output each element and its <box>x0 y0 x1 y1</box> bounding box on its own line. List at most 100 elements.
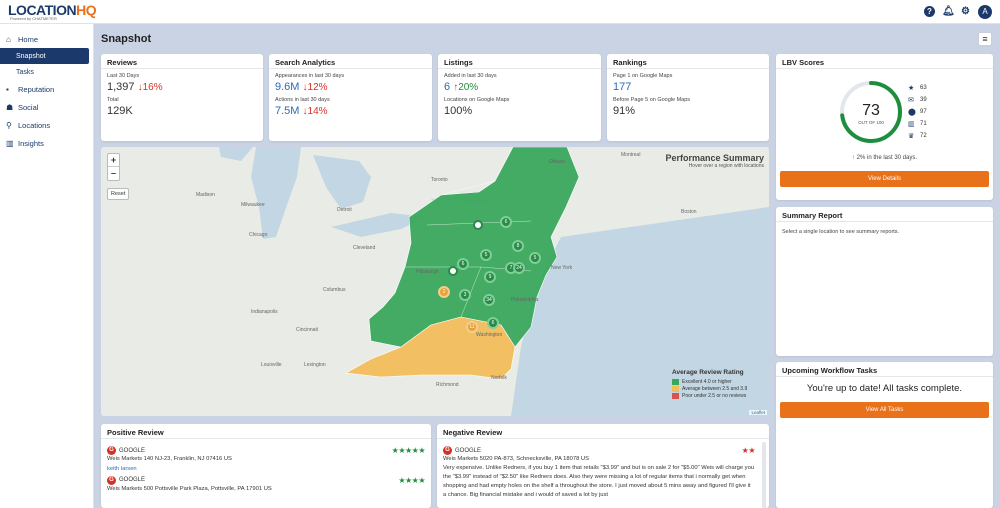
zoom-control: + – <box>107 153 120 181</box>
map-location-cluster[interactable]: 6 <box>500 216 512 228</box>
gear-icon[interactable]: ⚙ <box>961 6 970 17</box>
sidebar-item-label: Reputation <box>18 84 55 94</box>
view-all-tasks-button[interactable]: View All Tasks <box>780 402 989 418</box>
map-location-cluster[interactable]: 24 <box>513 262 525 274</box>
review-author[interactable]: keith larsen <box>107 465 137 472</box>
card-title: LBV Scores <box>776 54 993 69</box>
review-source: GOOGLE <box>119 477 146 484</box>
arrow-down-icon: ↓ <box>137 82 143 93</box>
arrow-down-icon: ↓ <box>302 106 308 117</box>
help-icon[interactable]: ? <box>924 6 935 17</box>
chat-icon: ✉ <box>908 97 914 104</box>
metric-value: 9.6M ↓12% <box>275 81 328 93</box>
sidebar-item-label: Social <box>18 102 39 112</box>
map-selected-marker[interactable] <box>448 266 458 276</box>
map-location-cluster[interactable]: 5 <box>529 252 541 264</box>
logo-text: LOCATION <box>8 1 77 18</box>
map-place-label: Norfolk <box>491 375 507 381</box>
lbv-stat: ⬤ 97 <box>908 109 927 116</box>
map-place-label: Philadelphia <box>511 297 539 303</box>
map-location-cluster[interactable]: 11 <box>466 321 478 333</box>
menu-button[interactable]: ≡ <box>978 32 992 46</box>
lbv-stat: ▥ 71 <box>908 121 927 128</box>
legend-item: Average between 2.5 and 3.9 <box>672 385 747 392</box>
map-subtitle: Hover over a region with locations <box>688 163 764 169</box>
zoom-out-button[interactable]: – <box>110 168 116 178</box>
legend-item: Excellent 4.0 or higher <box>672 378 747 385</box>
sidebar-item-label: Home <box>18 34 39 44</box>
legend-title: Average Review Rating <box>672 369 744 376</box>
metric-change: 16% <box>142 82 163 93</box>
sidebar-item-locations[interactable]: ⚲ Locations <box>0 116 93 134</box>
card-title: Upcoming Workflow Tasks <box>776 362 993 377</box>
map-place-label: Columbus <box>323 287 346 293</box>
map-place-label: Madison <box>196 192 215 198</box>
ocean <box>511 207 769 416</box>
map-location-cluster[interactable]: 3 <box>459 289 471 301</box>
map-location-cluster[interactable]: 5 <box>480 249 492 261</box>
review-source: GOOGLE <box>455 447 482 454</box>
avatar[interactable]: A <box>978 4 992 19</box>
map-location-cluster[interactable]: 9 <box>484 271 496 283</box>
metric-value: 100% <box>444 105 473 117</box>
map-location-cluster[interactable]: 34 <box>483 294 495 306</box>
arrow-up-icon: ↑ <box>453 82 459 93</box>
rankings-card: Rankings Page 1 on Google Maps 177 Befor… <box>607 54 769 141</box>
logo-text-accent: HQ <box>76 1 97 18</box>
sidebar-item-tasks[interactable]: Tasks <box>16 68 34 76</box>
metric-label: Locations on Google Maps <box>444 97 510 103</box>
reset-button[interactable]: Reset <box>107 188 130 200</box>
sidebar-item-label: Insights <box>18 138 44 148</box>
lake-michigan <box>251 147 301 239</box>
lake-huron <box>313 155 371 209</box>
sidebar-item-social[interactable]: ☗ Social <box>0 98 93 116</box>
hamburger-icon: ≡ <box>982 34 988 44</box>
map-place-label: Chicago <box>249 232 268 238</box>
metric-value: 177 <box>613 81 632 93</box>
metric-label: Added in last 30 days <box>444 73 497 79</box>
card-title: Rankings <box>607 54 769 69</box>
rating-stars: ★★ <box>741 446 756 455</box>
map-location-cluster[interactable]: 6 <box>487 317 499 329</box>
metric-label: Last 30 Days <box>107 73 140 79</box>
card-title: Negative Review <box>437 424 769 439</box>
review-text: Very expensive. Unlike Redners, if you b… <box>443 464 755 498</box>
card-title: Reviews <box>101 54 263 69</box>
legend-swatch <box>672 378 679 385</box>
logo[interactable]: LOCATIONHQ Powered by CHATMETER <box>8 1 97 21</box>
chat-icon: ▪ <box>6 84 9 94</box>
sidebar-item-insights[interactable]: ▥ Insights <box>0 134 93 152</box>
zoom-in-button[interactable]: + <box>108 154 119 167</box>
map-location-cluster[interactable]: 6 <box>457 258 469 270</box>
map-place-label: Pittsburgh <box>416 269 439 275</box>
view-details-button[interactable]: View Details <box>780 171 989 187</box>
sidebar-item-snapshot[interactable]: Snapshot <box>0 48 89 64</box>
metric-change: 12% <box>307 82 328 93</box>
map-selected-marker[interactable] <box>473 220 483 230</box>
gauge-fill <box>840 81 902 143</box>
map-place-label: Cleveland <box>353 245 376 251</box>
performance-map[interactable]: Madison Milwaukee Chicago Detroit Toronto Cle… <box>101 147 769 416</box>
lbv-stat: ✉ 39 <box>908 97 927 104</box>
summary-report-card: Summary Report Select a single location … <box>776 207 993 356</box>
sidebar-item-home[interactable]: ⌂ Home <box>0 30 93 48</box>
lbv-stat: ★ 63 <box>908 85 927 92</box>
lake-superior <box>219 147 253 161</box>
map-location-cluster[interactable]: 8 <box>512 240 524 252</box>
lbv-stats: ★ 63 ✉ 39 ⬤ 97 ▥ 71 ♛ 72 <box>908 82 927 142</box>
map-location-cluster[interactable]: 2 <box>438 286 450 298</box>
sidebar-item-reputation[interactable]: ▪ Reputation <box>0 80 93 98</box>
sidebar-item-label: Locations <box>18 120 51 130</box>
map-place-label: Cincinnati <box>296 327 318 333</box>
star-icon: ★ <box>908 85 915 92</box>
home-icon: ⌂ <box>6 34 11 44</box>
legend-swatch <box>672 392 679 399</box>
arrow-up-icon: ↑ <box>851 155 855 161</box>
workflow-tasks-card: Upcoming Workflow Tasks You're up to dat… <box>776 362 993 508</box>
card-title: Positive Review <box>101 424 431 439</box>
bell-icon[interactable]: 🔔︎ <box>942 6 955 17</box>
scrollbar[interactable] <box>762 442 766 508</box>
legend-swatch <box>672 385 679 392</box>
leaflet-attribution[interactable]: Leaflet <box>749 410 767 415</box>
page-title: Snapshot <box>101 33 152 45</box>
